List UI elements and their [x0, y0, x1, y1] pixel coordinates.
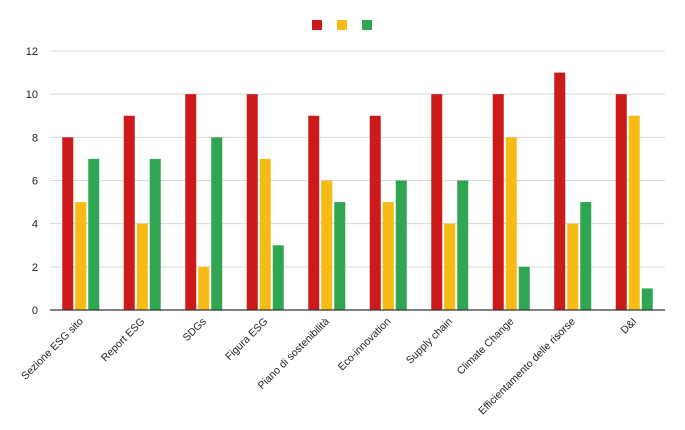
x-tick-label: Climate Change: [455, 316, 517, 378]
x-tick-label: Sezione ESG sito: [19, 316, 86, 383]
legend-swatch: [337, 20, 347, 30]
y-tick-label: 8: [32, 132, 38, 144]
bar: [567, 223, 579, 310]
bar: [62, 137, 74, 310]
bar: [259, 158, 271, 310]
bar: [369, 115, 381, 310]
x-tick-label: Report ESG: [99, 316, 148, 365]
y-tick-label: 12: [26, 46, 38, 58]
x-tick-label: Eco-innovation: [336, 316, 394, 374]
x-tick-label: Supply chain: [404, 316, 455, 367]
bar: [505, 137, 517, 310]
bar: [308, 115, 320, 310]
y-axis-tick-labels: 0 2 4 6 8 10 12: [26, 46, 38, 317]
bar: [198, 266, 210, 310]
bar: [395, 180, 407, 310]
bar: [272, 245, 284, 310]
bar: [211, 137, 223, 310]
bar: [185, 94, 197, 310]
y-tick-label: 4: [32, 219, 38, 231]
bar: [382, 202, 394, 310]
x-tick-label: Figura ESG: [223, 316, 270, 363]
y-tick-label: 10: [26, 89, 38, 101]
bar: [75, 202, 87, 310]
x-axis-tick-labels: Sezione ESG sito Report ESG SDGs Figura ESG…: [19, 316, 639, 418]
bar: [492, 94, 504, 310]
y-tick-label: 6: [32, 176, 38, 188]
bar: [149, 158, 161, 310]
x-tick-label: D&I: [619, 316, 640, 337]
bar: [136, 223, 148, 310]
bar: [615, 94, 627, 310]
bars: [62, 72, 653, 310]
bar: [123, 115, 135, 310]
bar: [334, 202, 346, 310]
bar: [88, 158, 100, 310]
legend-swatch: [362, 20, 372, 30]
y-tick-label: 0: [32, 305, 38, 317]
legend: [312, 20, 372, 30]
bar: [246, 94, 258, 310]
bar: [457, 180, 469, 310]
y-tick-label: 2: [32, 262, 38, 274]
bar: [628, 115, 640, 310]
legend-swatch: [312, 20, 322, 30]
bar: [518, 266, 530, 310]
bar: [641, 288, 653, 310]
bar: [444, 223, 456, 310]
bar: [554, 72, 566, 310]
bar: [580, 202, 592, 310]
bar: [321, 180, 333, 310]
bar: [431, 94, 443, 310]
x-tick-label: SDGs: [181, 316, 209, 344]
